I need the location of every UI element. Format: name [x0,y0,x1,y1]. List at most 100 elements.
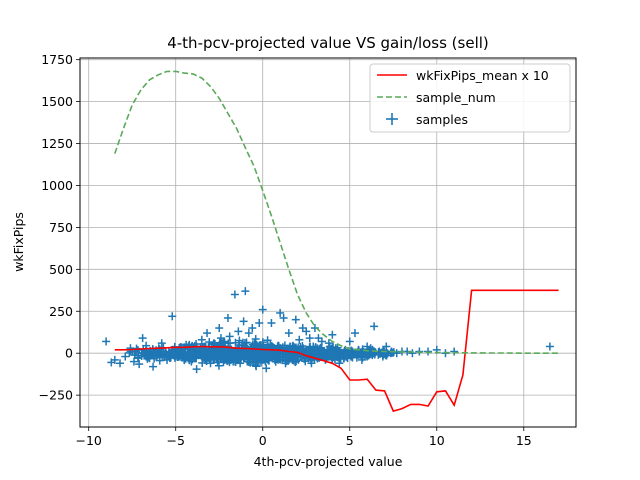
sample-point [220,338,229,347]
sample-point [225,348,234,357]
sample-point [163,355,172,364]
sample-point [267,319,276,328]
sample-point [168,312,177,321]
sample-point [424,347,433,356]
sample-point [216,349,225,358]
sample-point [366,344,375,353]
sample-point [210,354,219,363]
sample-point [309,342,318,351]
sample-point [270,355,279,364]
sample-point [262,364,271,373]
sample-point [408,349,417,358]
sample-point [192,365,201,374]
sample-point [203,329,212,338]
sample-point [450,347,459,356]
sample-point [340,352,349,361]
y-tick-label: 0 [65,346,73,361]
sample-point [365,347,374,356]
sample-point [121,352,130,361]
series-line-mean [114,289,559,413]
sample-point [348,349,357,358]
chart-title: 4-th-pcv-projected value VS gain/loss (s… [167,34,489,52]
sample-point [267,341,276,350]
sample-point [197,335,206,344]
sample-point [180,356,189,365]
sample-point [157,339,166,348]
sample-point [201,346,210,355]
sample-point [155,356,164,365]
x-tick-label: −10 [76,433,102,448]
sample-point [223,313,232,322]
sample-point [239,317,248,326]
series-lines [114,70,559,413]
sample-point [138,334,147,343]
x-tick-label: 10 [429,433,445,448]
sample-point [352,353,361,362]
sample-point [251,335,260,344]
y-tick-label: 1000 [41,178,73,193]
sample-point [243,357,252,366]
sample-point [286,342,295,351]
x-axis: −10 −5 0 5 10 15 [76,427,532,448]
sample-point [302,327,311,336]
sample-point [296,342,305,351]
sample-point [545,342,554,351]
sample-point [102,337,111,346]
sample-point [236,359,245,368]
sample-point [210,339,219,348]
sample-point [263,336,272,345]
sample-point [224,342,233,351]
sample-point [327,349,336,358]
sample-point [258,305,267,314]
sample-point [328,353,337,362]
sample-point [320,351,329,360]
sample-point [305,334,314,343]
sample-point [301,347,310,356]
x-axis-label: 4th-pcv-projected value [254,454,403,469]
legend-box [369,63,571,133]
y-tick-label: 500 [49,262,73,277]
sample-point [220,355,229,364]
sample-point [331,344,340,353]
sample-point [328,330,337,339]
y-axis: −250 0 250 500 750 1000 1250 1500 1750 [39,52,80,403]
y-tick-label: 1500 [41,94,73,109]
sample-point [288,355,297,364]
y-tick-label: 1250 [41,136,73,151]
y-tick-label: −250 [39,388,73,403]
sample-point [248,324,257,333]
sample-point [129,357,138,366]
sample-point [276,308,285,317]
sample-point [171,351,180,360]
sample-point [126,344,135,353]
sample-point [251,360,260,369]
sample-point [378,352,387,361]
legend: wkFixPips_mean x 10 sample_num samples [369,63,571,133]
sample-point [234,327,243,336]
sample-point [116,359,125,368]
legend-swatch-samples [386,113,398,125]
sample-point [110,355,119,364]
sample-point [295,335,304,344]
sample-point [291,315,300,324]
sample-point [357,355,366,364]
sample-point [255,319,264,328]
legend-label-sample-num: sample_num [416,90,496,105]
sample-point [238,348,247,357]
sample-point [225,332,234,341]
sample-point [335,359,344,368]
sample-point [241,287,250,296]
y-axis-label: wkFixPips [11,212,26,272]
sample-point [130,351,139,360]
sample-point [363,342,372,351]
sample-point [142,352,151,361]
sample-point [259,352,268,361]
sample-point [382,342,391,351]
sample-point [256,341,265,350]
sample-point [284,329,293,338]
sample-point [363,352,372,361]
legend-label-mean: wkFixPips_mean x 10 [416,68,549,83]
x-tick-label: 15 [516,433,532,448]
sample-point [244,329,253,338]
